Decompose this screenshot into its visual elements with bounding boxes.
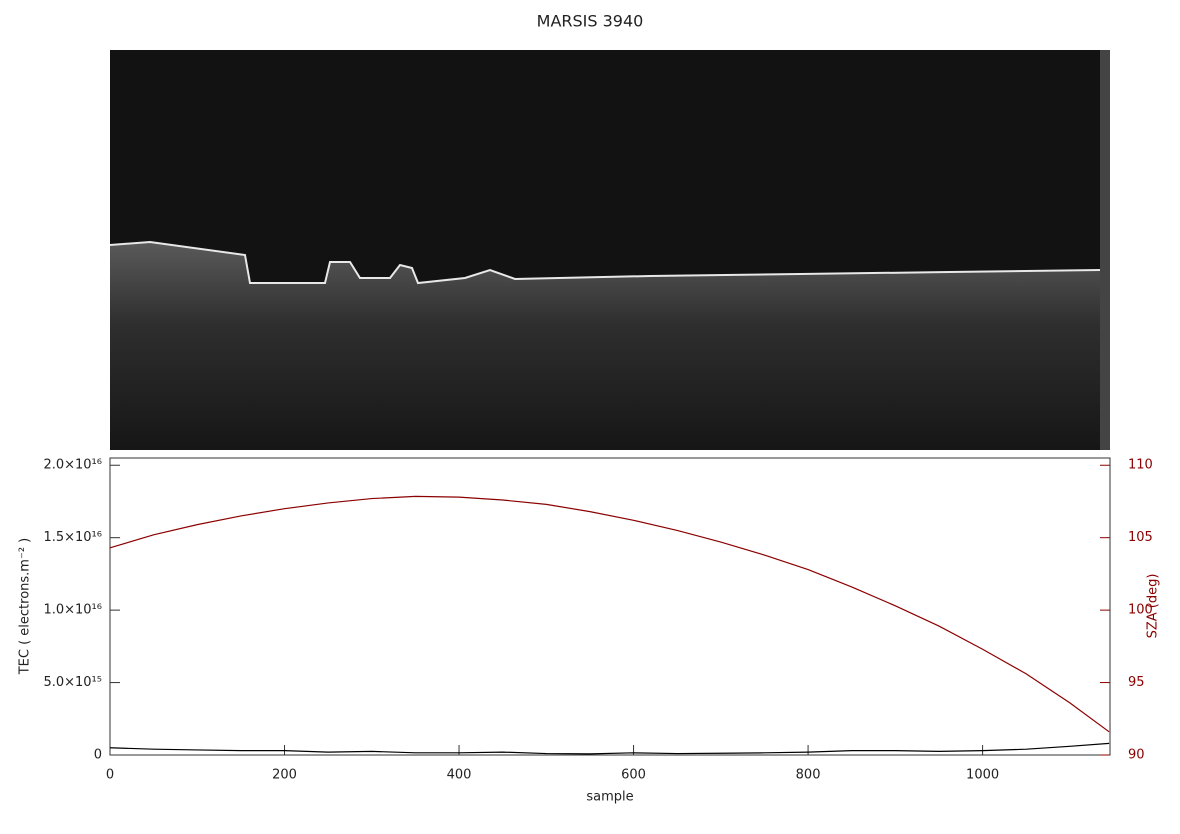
y2-tick-label: 90 [1128,748,1145,763]
y2-tick-label: 105 [1128,530,1153,545]
x-tick-label: 800 [796,768,821,783]
y-tick-label: 2.0×10¹⁶ [43,458,102,473]
y-tick-label: 1.5×10¹⁶ [43,530,102,545]
y-tick-label: 0 [94,748,102,763]
y2-tick-label: 95 [1128,675,1145,690]
y2-axis-label: SZA (deg) [1146,574,1161,639]
x-tick-label: 600 [621,768,646,783]
y2-tick-label: 110 [1128,458,1153,473]
y-axis-label: TEC ( electrons.m⁻² ) [18,538,33,676]
x-tick-label: 200 [272,768,297,783]
x-tick-label: 1000 [966,768,999,783]
y-tick-label: 1.0×10¹⁶ [43,603,102,618]
series-line [109,742,1110,755]
x-axis-label: sample [586,790,633,805]
series-line [109,495,1110,733]
chart-title: MARSIS 3940 [537,12,644,31]
plot-frame [109,457,1111,756]
x-tick-label: 400 [447,768,472,783]
y-tick-label: 5.0×10¹⁵ [43,675,102,690]
x-tick-label: 0 [106,768,114,783]
surface-echo [109,240,1101,285]
y2-tick-label: 100 [1128,603,1153,618]
subsurface [110,242,1100,450]
radargram [109,50,1110,450]
radargram-edge [1100,50,1110,450]
